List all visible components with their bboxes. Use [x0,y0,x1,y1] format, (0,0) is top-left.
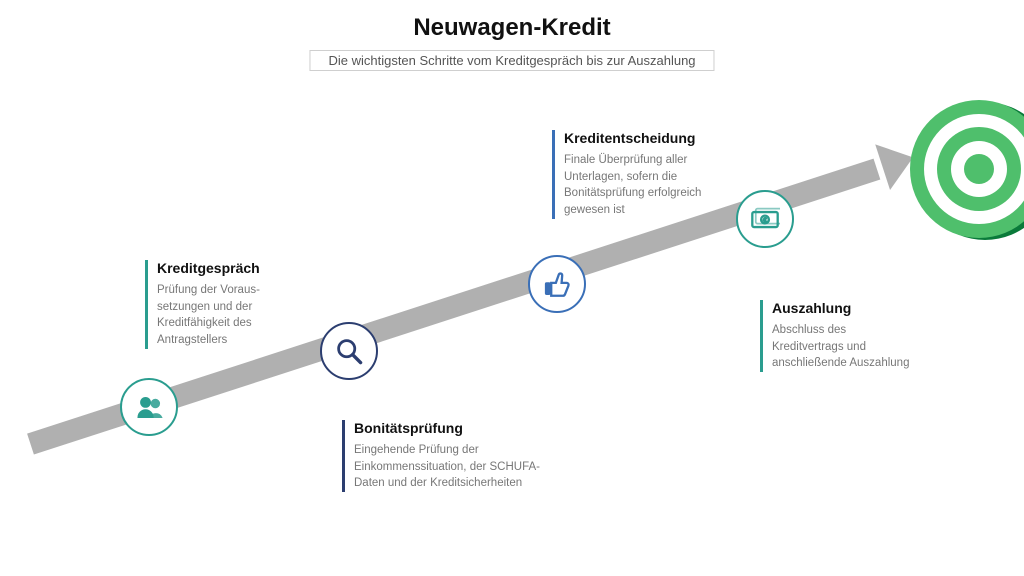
step-text-kreditentscheidung: Kreditentscheidung Finale Überprüfung all… [552,130,737,219]
step-title: Bonitätsprüfung [354,420,552,436]
step-icon-kreditgespraech [120,378,178,436]
subtitle-text: Die wichtigsten Schritte vom Kreditgespr… [328,53,695,68]
subtitle-box: Die wichtigsten Schritte vom Kreditgespr… [309,50,714,71]
page-title: Neuwagen-Kredit [0,14,1024,42]
step-title: Auszahlung [772,300,915,316]
step-desc: Finale Überprüfung aller Unterlagen, sof… [564,152,737,219]
step-title: Kreditgespräch [157,260,300,276]
accent-bar [342,420,345,492]
step-icon-bonitaetspruefung [320,322,378,380]
step-desc: Eingehende Prüfung der Einkommenssituati… [354,442,552,492]
step-text-auszahlung: Auszahlung Abschluss des Kreditvertrags u… [760,300,915,372]
accent-bar [552,130,555,219]
magnifier-icon [334,336,364,366]
step-icon-kreditentscheidung [528,255,586,313]
step-text-kreditgespraech: Kreditgespräch Prüfung der Voraus- setzun… [145,260,300,349]
target-icon [910,100,1024,238]
step-desc: Abschluss des Kreditvertrags und anschli… [772,322,915,372]
step-desc: Prüfung der Voraus- setzungen und der Kr… [157,282,300,349]
people-icon [134,392,164,422]
step-text-bonitaetspruefung: Bonitätsprüfung Eingehende Prüfung der Ei… [342,420,552,492]
title-text: Neuwagen-Kredit [413,14,610,41]
target-ring [964,154,994,184]
thumbsup-icon [542,269,572,299]
step-icon-auszahlung [736,190,794,248]
accent-bar [145,260,148,349]
money-icon [750,204,780,234]
accent-bar [760,300,763,372]
step-title: Kreditentscheidung [564,130,737,146]
